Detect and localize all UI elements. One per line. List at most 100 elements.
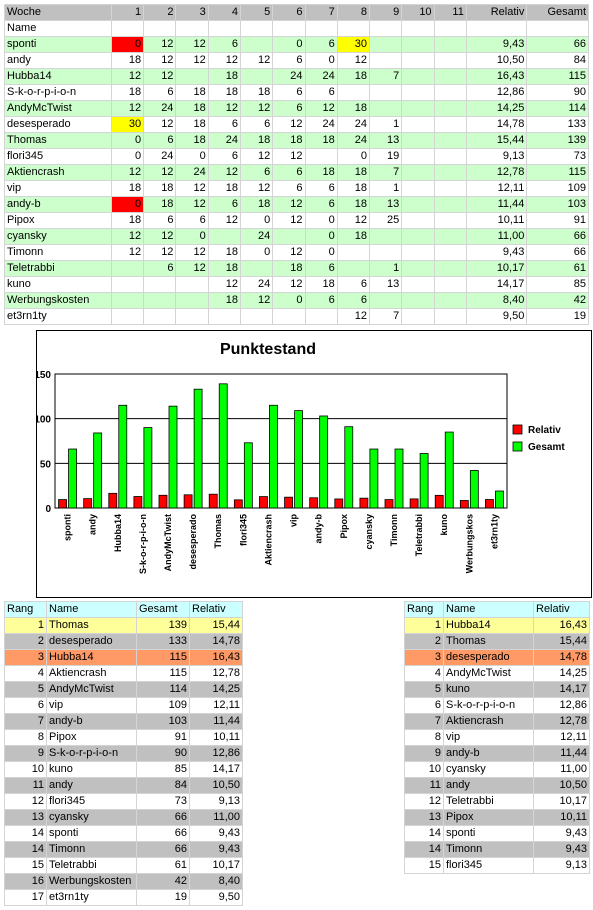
week-score: 18 (304, 276, 338, 293)
week-score: 24 (143, 148, 177, 165)
rank-b: 11,00 (533, 761, 590, 778)
ranking-row: 1 Hubba14 16,43 (404, 617, 590, 634)
week-score (239, 260, 274, 277)
rank-name: vip (46, 697, 137, 714)
rank-rang: 15 (404, 857, 444, 874)
week-score: 30 (336, 36, 371, 53)
week-score: 12 (110, 100, 145, 117)
week-score: 12 (143, 164, 177, 181)
player-name: kuno (4, 276, 112, 293)
week-score: 18 (143, 196, 177, 213)
week-score (433, 68, 467, 85)
ranking-row: 8 vip 12,11 (404, 729, 590, 746)
x-tick-label: andy-b (314, 514, 324, 544)
column-header: Relativ (465, 4, 528, 21)
rank-name: andy (46, 777, 137, 794)
column-header: 11 (433, 4, 467, 21)
week-score: 13 (369, 132, 403, 149)
week-score: 12 (272, 212, 306, 229)
week-score (433, 36, 467, 53)
rank-b: 12,78 (189, 665, 243, 682)
x-tick-label: andy (88, 514, 98, 535)
week-score: 19 (369, 148, 403, 165)
week-score: 12 (143, 52, 177, 69)
week-score: 12 (143, 68, 177, 85)
ranking-row: 2 Thomas 15,44 (404, 633, 590, 650)
gesamt-bar (168, 405, 178, 509)
week-score: 12 (272, 196, 306, 213)
total-score: 61 (526, 260, 589, 277)
week-score (272, 228, 306, 245)
week-score (369, 292, 403, 309)
total-score: 133 (526, 116, 589, 133)
ranking-row: 9 S-k-o-r-p-i-o-n 90 12,86 (4, 745, 243, 762)
rank-b: 14,78 (189, 633, 243, 650)
rank-rang: 4 (404, 665, 444, 682)
plot-area (54, 373, 508, 509)
week-score (369, 228, 403, 245)
rank-name: et3rn1ty (46, 889, 137, 906)
week-score (272, 308, 306, 325)
x-tick-label: Werbungskos (464, 514, 474, 573)
week-score (401, 244, 435, 261)
week-score (207, 308, 241, 325)
rank-a: 114 (136, 681, 190, 698)
week-score (369, 52, 403, 69)
rank-name: Pipox (443, 809, 534, 826)
week-score (401, 132, 435, 149)
x-tick-label: AndyMcTwist (163, 514, 173, 571)
ranking-row: 8 Pipox 91 10,11 (4, 729, 243, 746)
rank-name: flori345 (443, 857, 534, 874)
rank-a: 85 (136, 761, 190, 778)
week-score: 6 (304, 196, 338, 213)
rank-a: 66 (136, 809, 190, 826)
rank-rang: 2 (4, 633, 47, 650)
rank-b: 9,43 (533, 841, 590, 858)
legend-label: Gesamt (528, 442, 565, 453)
rank-rang: 8 (404, 729, 444, 746)
empty-cell (401, 20, 435, 37)
rank-rang: 14 (404, 825, 444, 842)
week-score: 24 (272, 68, 306, 85)
rank-rang: 14 (4, 841, 47, 858)
rank-b: 12,78 (533, 713, 590, 730)
week-score (401, 180, 435, 197)
week-score: 24 (239, 276, 274, 293)
ranking-row: 9 andy-b 11,44 (404, 745, 590, 762)
week-score: 12 (207, 212, 241, 229)
week-score (110, 292, 145, 309)
ranking-row: 11 andy 84 10,50 (4, 777, 243, 794)
column-header: 2 (143, 4, 177, 21)
week-score (433, 100, 467, 117)
week-score (401, 308, 435, 325)
rank-a: 91 (136, 729, 190, 746)
week-score (175, 68, 209, 85)
rank-name: cyansky (443, 761, 534, 778)
ranking-row: 15 flori345 9,13 (404, 857, 590, 874)
rank-name: Teletrabbi (443, 793, 534, 810)
rank-name: AndyMcTwist (46, 681, 137, 698)
total-score: 109 (526, 180, 589, 197)
relative-score: 11,44 (465, 196, 528, 213)
week-score (433, 180, 467, 197)
gesamt-bar (394, 448, 404, 509)
ranking-row: 10 cyansky 11,00 (404, 761, 590, 778)
y-tick-label: 150 (37, 370, 51, 381)
gesamt-bar (419, 453, 429, 509)
week-score: 12 (175, 244, 209, 261)
week-score: 24 (304, 116, 338, 133)
week-score (175, 276, 209, 293)
rank-b: 12,11 (189, 697, 243, 714)
week-score (239, 36, 274, 53)
week-score (143, 292, 177, 309)
subheader-row: Name (4, 20, 589, 37)
ranking-row: 15 Teletrabbi 61 10,17 (4, 857, 243, 874)
relative-score: 9,43 (465, 244, 528, 261)
week-score: 24 (143, 100, 177, 117)
week-score: 18 (207, 292, 241, 309)
week-score: 18 (304, 132, 338, 149)
gesamt-bar (143, 427, 153, 509)
rank-b: 10,50 (189, 777, 243, 794)
player-name: Teletrabbi (4, 260, 112, 277)
week-score (433, 260, 467, 277)
